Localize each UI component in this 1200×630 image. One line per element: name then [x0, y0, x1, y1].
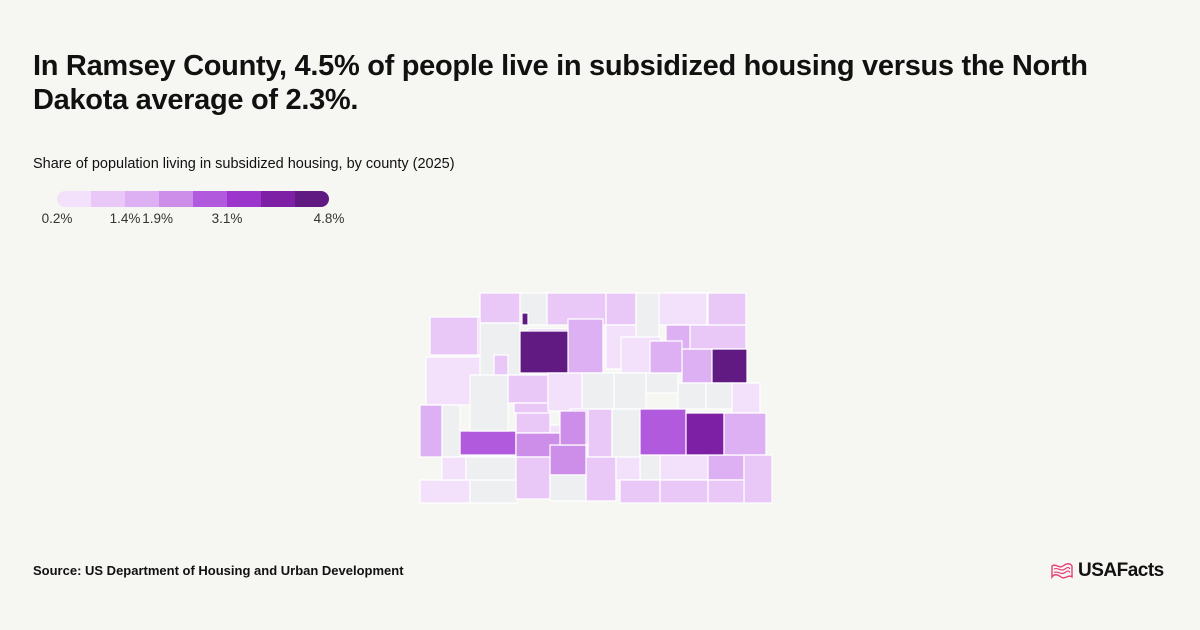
county-shape[interactable]: [549, 474, 587, 502]
county-shape[interactable]: [441, 456, 467, 481]
county-shape[interactable]: [689, 324, 747, 350]
county-shape[interactable]: [419, 479, 471, 504]
county-shape[interactable]: [469, 374, 509, 432]
legend-tick-label: 1.4%: [109, 211, 141, 226]
county-shape[interactable]: [723, 412, 767, 456]
legend-tick-label: 3.1%: [211, 211, 243, 226]
county-shape[interactable]: [441, 404, 461, 458]
color-legend: 0.2% 1.4% 1.9% 3.1% 4.8%: [42, 191, 344, 226]
county-shape[interactable]: [459, 430, 517, 456]
legend-swatch: [193, 191, 227, 207]
county-shape[interactable]: [645, 372, 679, 394]
usafacts-logo: USAFacts: [1050, 560, 1164, 582]
county-shape[interactable]: [677, 382, 707, 410]
county-shape[interactable]: [659, 454, 709, 481]
county-shape[interactable]: [659, 479, 709, 504]
county-shape[interactable]: [615, 456, 641, 481]
county-shape[interactable]: [559, 410, 587, 446]
county-shape[interactable]: [635, 292, 660, 342]
county-shape[interactable]: [567, 318, 604, 374]
county-shape[interactable]: [477, 316, 481, 356]
county-shape[interactable]: [711, 348, 748, 384]
county-shape[interactable]: [685, 412, 725, 456]
county-shape[interactable]: [513, 402, 551, 414]
county-shape[interactable]: [731, 382, 761, 414]
county-shape[interactable]: [613, 372, 647, 410]
county-shape[interactable]: [549, 444, 587, 476]
county-shape[interactable]: [681, 348, 713, 384]
legend-tick-label: 4.8%: [313, 211, 345, 226]
legend-tick-label: 1.9%: [142, 211, 174, 226]
map-subtitle: Share of population living in subsidized…: [33, 156, 455, 172]
county-shape[interactable]: [585, 456, 617, 502]
county-shape[interactable]: [707, 479, 745, 504]
county-shape[interactable]: [507, 374, 549, 404]
county-shape[interactable]: [705, 382, 733, 410]
county-shape[interactable]: [619, 479, 661, 504]
county-shape[interactable]: [743, 454, 773, 504]
legend-color-bar: [57, 191, 329, 207]
county-shape[interactable]: [493, 354, 509, 376]
legend-swatch: [159, 191, 193, 207]
page-title: In Ramsey County, 4.5% of people live in…: [33, 50, 1088, 116]
county-shape[interactable]: [587, 408, 613, 458]
county-shape[interactable]: [515, 412, 551, 434]
county-shape[interactable]: [479, 292, 521, 324]
legend-swatch: [295, 191, 329, 207]
usa-flag-icon: [1051, 563, 1073, 579]
county-shape[interactable]: [605, 292, 637, 326]
legend-swatch: [91, 191, 125, 207]
county-shape[interactable]: [469, 479, 519, 504]
brand-name: USAFacts: [1078, 560, 1164, 581]
county-shape[interactable]: [649, 340, 683, 374]
county-shape[interactable]: [465, 456, 517, 481]
county-shape[interactable]: [581, 372, 615, 410]
county-shape[interactable]: [639, 454, 661, 481]
legend-swatch: [227, 191, 261, 207]
legend-swatch: [125, 191, 159, 207]
county-shape[interactable]: [658, 292, 708, 326]
county-shape[interactable]: [707, 292, 747, 326]
county-shape[interactable]: [611, 408, 641, 458]
source-note: Source: US Department of Housing and Urb…: [33, 563, 404, 578]
county-shape[interactable]: [639, 408, 687, 456]
county-map: [419, 292, 773, 504]
legend-swatch: [57, 191, 91, 207]
county-shape[interactable]: [515, 456, 551, 500]
county-shape[interactable]: [429, 316, 479, 356]
county-shape[interactable]: [707, 454, 745, 481]
county-shape[interactable]: [547, 372, 583, 412]
county-shape[interactable]: [419, 404, 443, 458]
legend-swatch: [261, 191, 295, 207]
legend-tick-label: 0.2%: [41, 211, 73, 226]
